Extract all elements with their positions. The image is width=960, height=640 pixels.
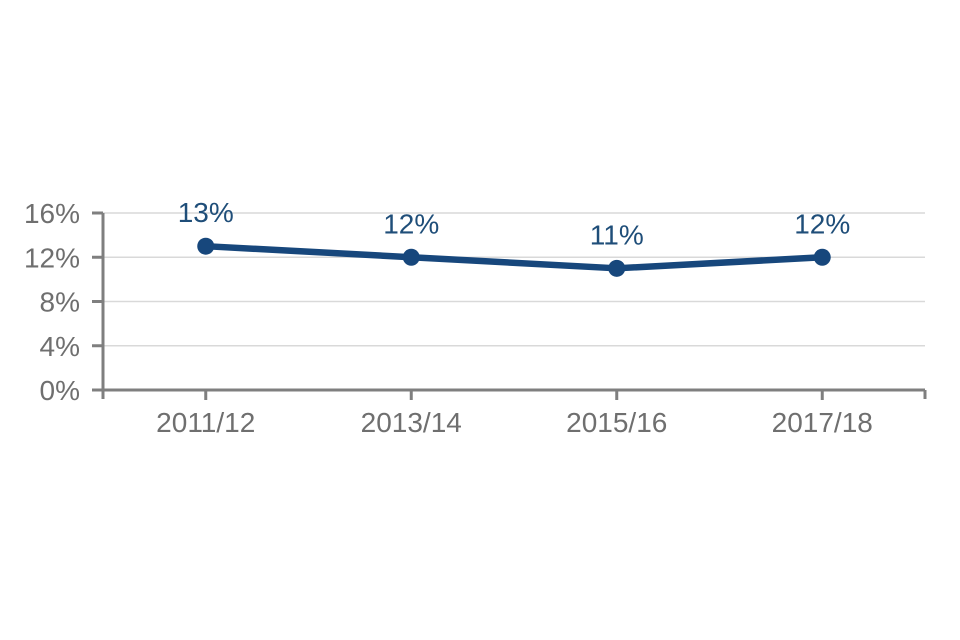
data-point-label: 12% [383,208,439,239]
x-tick-label: 2013/14 [361,407,462,438]
y-tick-label: 0% [40,375,80,406]
data-series-line [202,242,826,272]
y-tick-label: 16% [24,198,80,229]
data-point-marker [402,248,420,266]
data-point-label: 12% [794,208,850,239]
data-point-label: 11% [590,219,644,250]
x-tick-label: 2017/18 [772,407,873,438]
x-tick-label: 2015/16 [566,407,667,438]
y-tick-label: 8% [40,287,80,318]
y-tick-label: 4% [40,331,80,362]
data-point-marker [608,259,626,277]
data-point-marker [813,248,831,266]
data-point-marker [197,237,215,255]
x-tick-label: 2011/12 [156,407,255,438]
y-tick-label: 12% [24,242,80,273]
data-point-label: 13% [178,197,234,228]
